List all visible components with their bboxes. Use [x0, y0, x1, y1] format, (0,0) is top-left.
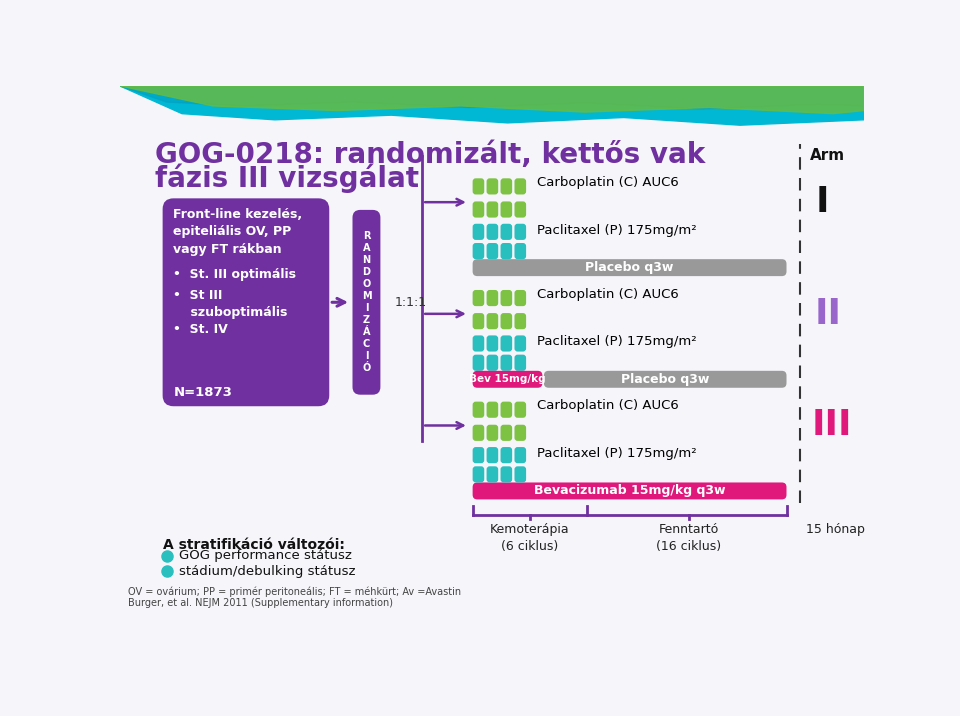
FancyBboxPatch shape: [472, 466, 484, 483]
FancyBboxPatch shape: [500, 178, 512, 195]
Text: Front-line kezelés,
epiteliális OV, PP
vagy FT rákban: Front-line kezelés, epiteliális OV, PP v…: [174, 208, 302, 256]
Text: Carboplatin (C) AUC6: Carboplatin (C) AUC6: [537, 288, 679, 301]
FancyBboxPatch shape: [487, 223, 498, 240]
FancyBboxPatch shape: [472, 425, 484, 441]
FancyBboxPatch shape: [162, 198, 329, 406]
FancyBboxPatch shape: [472, 178, 484, 195]
Text: Paclitaxel (P) 175mg/m²: Paclitaxel (P) 175mg/m²: [537, 224, 697, 237]
FancyBboxPatch shape: [515, 402, 526, 418]
FancyBboxPatch shape: [515, 354, 526, 371]
Text: 15 hónap: 15 hónap: [805, 523, 865, 536]
FancyBboxPatch shape: [515, 178, 526, 195]
FancyBboxPatch shape: [500, 354, 512, 371]
Polygon shape: [120, 86, 864, 109]
Text: Bevacizumab 15mg/kg q3w: Bevacizumab 15mg/kg q3w: [534, 485, 726, 498]
FancyBboxPatch shape: [487, 290, 498, 306]
FancyBboxPatch shape: [515, 290, 526, 306]
Polygon shape: [120, 86, 864, 125]
Text: GOG-0218: randomizált, kettős vak: GOG-0218: randomizált, kettős vak: [155, 140, 706, 168]
FancyBboxPatch shape: [500, 201, 512, 218]
FancyBboxPatch shape: [515, 223, 526, 240]
Text: •  St III
    szuboptimális: • St III szuboptimális: [174, 289, 288, 319]
FancyBboxPatch shape: [472, 371, 542, 388]
FancyBboxPatch shape: [515, 313, 526, 329]
FancyBboxPatch shape: [500, 466, 512, 483]
FancyBboxPatch shape: [500, 335, 512, 352]
FancyBboxPatch shape: [515, 243, 526, 259]
Text: Placebo q3w: Placebo q3w: [586, 261, 674, 274]
Text: •  St. III optimális: • St. III optimális: [174, 268, 297, 281]
FancyBboxPatch shape: [472, 335, 484, 352]
FancyBboxPatch shape: [472, 201, 484, 218]
Text: Kemoterápia
(6 ciklus): Kemoterápia (6 ciklus): [491, 523, 570, 553]
FancyBboxPatch shape: [515, 201, 526, 218]
FancyBboxPatch shape: [500, 402, 512, 418]
FancyBboxPatch shape: [500, 313, 512, 329]
Polygon shape: [120, 86, 864, 114]
Text: A stratifikáció változói:: A stratifikáció változói:: [162, 538, 345, 552]
FancyBboxPatch shape: [472, 354, 484, 371]
FancyBboxPatch shape: [472, 447, 484, 463]
FancyBboxPatch shape: [472, 243, 484, 259]
Text: I: I: [816, 185, 829, 219]
FancyBboxPatch shape: [487, 178, 498, 195]
FancyBboxPatch shape: [487, 313, 498, 329]
Text: Fenntartó
(16 ciklus): Fenntartó (16 ciklus): [657, 523, 721, 553]
FancyBboxPatch shape: [472, 259, 786, 276]
FancyBboxPatch shape: [500, 243, 512, 259]
FancyBboxPatch shape: [472, 223, 484, 240]
FancyBboxPatch shape: [487, 466, 498, 483]
FancyBboxPatch shape: [472, 313, 484, 329]
FancyBboxPatch shape: [472, 290, 484, 306]
FancyBboxPatch shape: [487, 243, 498, 259]
Text: N=1873: N=1873: [174, 385, 232, 399]
Text: Paclitaxel (P) 175mg/m²: Paclitaxel (P) 175mg/m²: [537, 447, 697, 460]
Text: R
A
N
D
O
M
I
Z
Á
C
I
Ó: R A N D O M I Z Á C I Ó: [362, 231, 372, 373]
Text: fázis III vizsgálat: fázis III vizsgálat: [155, 164, 419, 193]
Text: GOG performance státusz: GOG performance státusz: [179, 549, 351, 562]
FancyBboxPatch shape: [544, 371, 786, 388]
FancyBboxPatch shape: [472, 402, 484, 418]
Text: 1:1:1: 1:1:1: [396, 296, 427, 309]
Text: Arm: Arm: [809, 148, 845, 163]
FancyBboxPatch shape: [487, 201, 498, 218]
FancyBboxPatch shape: [472, 483, 786, 500]
FancyBboxPatch shape: [515, 425, 526, 441]
Text: stádium/debulking státusz: stádium/debulking státusz: [179, 564, 355, 578]
FancyBboxPatch shape: [515, 466, 526, 483]
FancyBboxPatch shape: [487, 354, 498, 371]
FancyBboxPatch shape: [500, 447, 512, 463]
FancyBboxPatch shape: [515, 447, 526, 463]
FancyBboxPatch shape: [500, 290, 512, 306]
Text: Placebo q3w: Placebo q3w: [621, 373, 709, 386]
Text: III: III: [812, 409, 852, 442]
Text: Carboplatin (C) AUC6: Carboplatin (C) AUC6: [537, 400, 679, 412]
Text: •  St. IV: • St. IV: [174, 323, 228, 336]
FancyBboxPatch shape: [487, 335, 498, 352]
Text: Bev 15mg/kg: Bev 15mg/kg: [469, 374, 546, 384]
Text: Paclitaxel (P) 175mg/m²: Paclitaxel (P) 175mg/m²: [537, 335, 697, 349]
FancyBboxPatch shape: [487, 402, 498, 418]
FancyBboxPatch shape: [515, 335, 526, 352]
Text: II: II: [814, 297, 841, 331]
FancyBboxPatch shape: [487, 425, 498, 441]
Text: Burger, et al. NEJM 2011 (Supplementary information): Burger, et al. NEJM 2011 (Supplementary …: [128, 598, 393, 608]
FancyBboxPatch shape: [487, 447, 498, 463]
Text: OV = ovárium; PP = primér peritoneális; FT = méhkürt; Av =Avastin: OV = ovárium; PP = primér peritoneális; …: [128, 586, 461, 597]
FancyBboxPatch shape: [500, 223, 512, 240]
Text: Carboplatin (C) AUC6: Carboplatin (C) AUC6: [537, 176, 679, 189]
FancyBboxPatch shape: [352, 210, 380, 395]
FancyBboxPatch shape: [500, 425, 512, 441]
